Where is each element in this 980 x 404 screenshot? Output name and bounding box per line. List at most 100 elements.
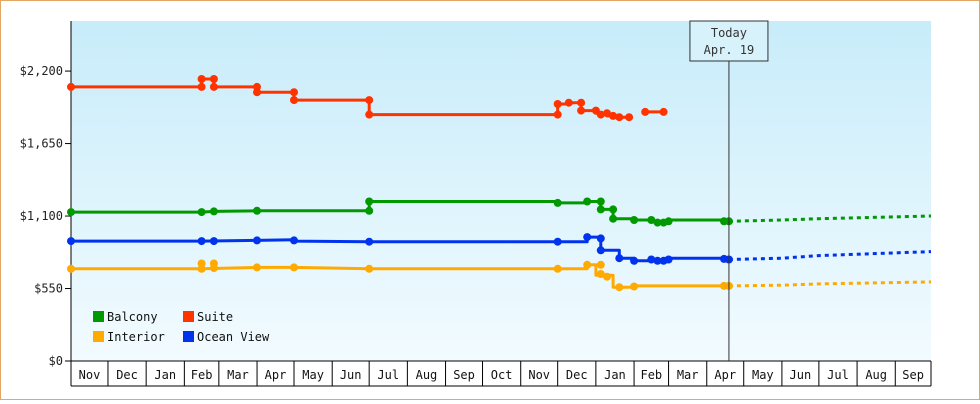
data-point-interior[interactable] [67, 264, 75, 273]
data-point-suite[interactable] [659, 107, 668, 116]
data-point-balcony[interactable] [365, 206, 374, 215]
data-point-interior[interactable] [630, 282, 639, 291]
data-point-balcony[interactable] [209, 207, 218, 216]
legend-swatch [93, 331, 104, 342]
data-point-ocean[interactable] [583, 233, 592, 242]
data-point-ocean[interactable] [615, 254, 624, 263]
x-month-label: Aug [416, 368, 438, 382]
legend-swatch [93, 311, 104, 322]
x-month-label: Aug [865, 368, 887, 382]
x-month-label: Dec [566, 368, 588, 382]
x-month-label: Nov [79, 368, 101, 382]
data-point-suite[interactable] [365, 110, 374, 119]
x-month-label: Feb [640, 368, 662, 382]
projection-line-ocean [728, 250, 932, 261]
data-point-ocean[interactable] [596, 234, 605, 243]
data-point-balcony[interactable] [664, 217, 673, 226]
x-month-label: Jul [377, 368, 399, 382]
data-point-ocean[interactable] [647, 255, 656, 264]
data-point-suite[interactable] [197, 82, 206, 91]
data-point-ocean[interactable] [290, 236, 298, 245]
data-point-balcony[interactable] [67, 208, 75, 217]
data-point-interior[interactable] [365, 264, 374, 273]
legend-item-interior[interactable]: Interior [93, 330, 165, 344]
data-point-suite[interactable] [615, 113, 624, 122]
data-point-suite[interactable] [197, 75, 206, 83]
x-month-label: Mar [677, 368, 699, 382]
data-point-suite[interactable] [609, 111, 618, 120]
x-month-label: Jul [827, 368, 849, 382]
x-month-label: Feb [191, 368, 213, 382]
data-point-suite[interactable] [253, 88, 261, 97]
data-point-suite[interactable] [67, 82, 75, 91]
data-point-interior[interactable] [603, 272, 611, 281]
data-point-suite[interactable] [564, 98, 573, 107]
data-point-balcony[interactable] [253, 206, 261, 215]
series-interior [67, 259, 932, 292]
x-month-label: Jan [154, 368, 176, 382]
data-point-suite[interactable] [596, 110, 605, 119]
data-point-ocean[interactable] [653, 256, 662, 265]
x-axis: Nov Dec Jan Feb Mar Apr May Jun Jul Aug Sep Oct Nov D… [70, 360, 932, 387]
legend-item-balcony[interactable]: Balcony [93, 310, 158, 324]
y-tick-label: $1,100 [20, 209, 63, 223]
data-point-ocean[interactable] [630, 256, 639, 265]
data-point-suite[interactable] [553, 100, 562, 108]
today-label: Today [711, 26, 747, 40]
x-month-label: Sep [453, 368, 475, 382]
data-point-balcony[interactable] [583, 197, 592, 206]
data-point-ocean[interactable] [553, 237, 562, 246]
data-point-suite[interactable] [290, 96, 298, 105]
data-point-ocean[interactable] [209, 237, 218, 246]
data-point-ocean[interactable] [253, 236, 261, 245]
data-point-suite[interactable] [577, 106, 586, 115]
data-point-interior[interactable] [253, 263, 261, 272]
data-point-balcony[interactable] [596, 197, 605, 206]
today-box [689, 20, 769, 62]
legend-item-suite[interactable]: Suite [183, 310, 233, 324]
data-point-interior[interactable] [290, 263, 298, 272]
data-point-interior[interactable] [209, 264, 218, 273]
legend: Balcony Suite Interior Ocean View [93, 310, 270, 344]
data-point-balcony[interactable] [365, 197, 374, 206]
data-point-suite[interactable] [553, 110, 562, 119]
data-point-suite[interactable] [209, 75, 218, 83]
x-month-label: Jun [790, 368, 812, 382]
data-point-balcony[interactable] [609, 205, 618, 214]
x-month-label: Apr [714, 368, 736, 382]
data-point-interior[interactable] [596, 270, 605, 278]
data-point-suite[interactable] [577, 98, 586, 107]
data-point-balcony[interactable] [653, 218, 662, 227]
data-point-balcony[interactable] [553, 198, 562, 207]
y-tick-label: $2,200 [20, 64, 63, 78]
data-point-balcony[interactable] [197, 208, 206, 217]
data-point-balcony[interactable] [647, 216, 656, 224]
data-point-ocean[interactable] [365, 237, 374, 246]
data-point-interior[interactable] [197, 259, 206, 268]
data-point-ocean[interactable] [67, 237, 75, 246]
x-month-label: Mar [227, 368, 249, 382]
data-point-suite[interactable] [625, 113, 634, 122]
data-point-balcony[interactable] [596, 205, 605, 214]
legend-label: Balcony [107, 310, 158, 324]
x-month-label: Oct [491, 368, 513, 382]
data-point-suite[interactable] [603, 109, 611, 118]
legend-item-ocean[interactable]: Ocean View [183, 330, 270, 344]
data-point-suite[interactable] [365, 96, 374, 105]
y-axis: $0 $550 $1,100 $1,650 $2,200 [20, 21, 72, 386]
data-point-suite[interactable] [290, 88, 298, 97]
data-point-suite[interactable] [209, 82, 218, 91]
data-point-interior[interactable] [583, 260, 592, 269]
data-point-ocean[interactable] [197, 237, 206, 246]
data-point-balcony[interactable] [609, 214, 618, 223]
x-month-label: Dec [116, 368, 138, 382]
data-point-ocean[interactable] [596, 246, 605, 255]
data-point-interior[interactable] [553, 264, 562, 273]
data-point-interior[interactable] [596, 260, 605, 269]
data-point-ocean[interactable] [664, 255, 673, 264]
projection-line-interior [728, 280, 932, 288]
data-point-interior[interactable] [615, 283, 624, 292]
data-point-suite[interactable] [641, 107, 650, 116]
data-point-balcony[interactable] [630, 216, 639, 224]
